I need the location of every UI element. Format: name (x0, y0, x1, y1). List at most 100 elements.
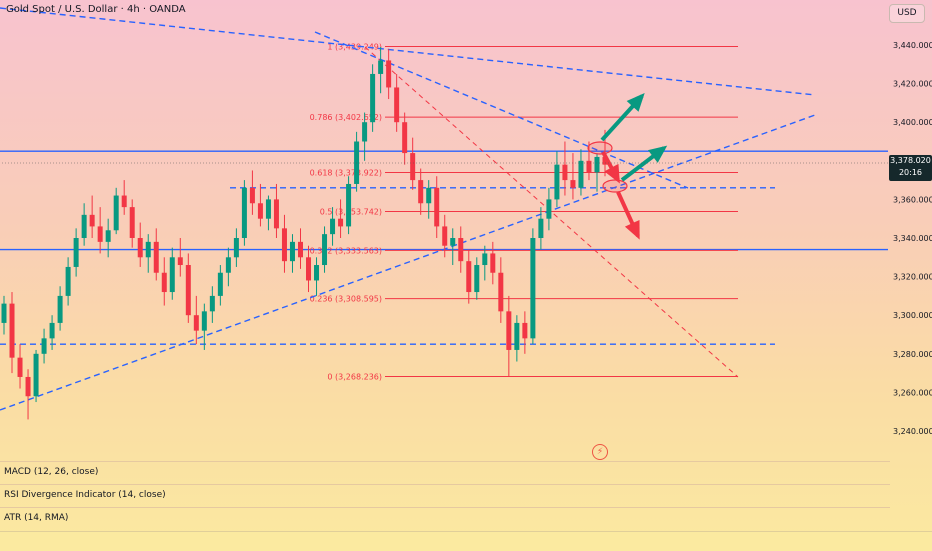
candle-body (105, 230, 111, 242)
currency-button[interactable]: USD (889, 4, 925, 23)
candle-body (129, 207, 135, 238)
candle-body (562, 164, 568, 181)
candle-body (546, 199, 552, 219)
candle-body (522, 322, 528, 339)
price-tick-label: 3,280.000 (893, 350, 932, 359)
price-tick-label: 3,440.000 (893, 41, 932, 50)
candle-body (498, 272, 504, 312)
candle-body (241, 187, 247, 238)
candle-body (297, 241, 303, 258)
candle-body (466, 261, 472, 293)
candle-body (354, 141, 360, 184)
candle-body (49, 322, 55, 339)
fib-level-label: 0.382 (3,333.563) (310, 246, 382, 255)
indicator-pane-atr[interactable]: ATR (14, RMA) (0, 507, 890, 530)
candle-body (490, 253, 496, 273)
trend-line (0, 7, 816, 96)
lightning-icon[interactable]: ⚡ (592, 444, 608, 460)
candle-body (378, 60, 384, 74)
candle-body (410, 153, 416, 181)
candle-body (153, 241, 159, 273)
current-price-label: 3,378.020 20:16 (889, 155, 932, 181)
price-tick-label: 3,320.000 (893, 273, 932, 282)
candle-body (394, 87, 400, 123)
symbol-title: Gold Spot / U.S. Dollar · 4h · OANDA (6, 4, 186, 15)
candle-body (538, 218, 544, 238)
candle-body (137, 238, 143, 258)
candle-body (41, 338, 47, 354)
candle-body (450, 238, 456, 246)
candle-body (418, 180, 424, 204)
candle-body (113, 195, 119, 231)
candle-body (33, 353, 39, 397)
candle-body (362, 122, 368, 142)
candle-body (89, 214, 95, 227)
fib-level-label: 0.618 (3,373.922) (310, 169, 382, 178)
bar-countdown: 20:16 (898, 168, 923, 177)
fib-level-label: 0.236 (3,308.595) (310, 295, 382, 304)
candle-body (121, 195, 127, 208)
candle-body (514, 322, 520, 350)
candle-body (217, 272, 223, 296)
candle-body (225, 257, 231, 273)
candle-body (1, 303, 7, 323)
candle-body (209, 295, 215, 312)
price-tick-label: 3,300.000 (893, 311, 932, 320)
candle-body (482, 253, 488, 266)
down-arrow-head (604, 163, 620, 184)
indicator-pane-macd[interactable]: MACD (12, 26, close) (0, 461, 890, 484)
candle-body (370, 73, 376, 123)
fib-level-label: 1 (3,439.249) (327, 42, 382, 51)
indicator-label: MACD (12, 26, close) (4, 467, 99, 477)
candle-body (193, 315, 199, 331)
candle-body (530, 238, 536, 339)
indicator-pane-rsi[interactable]: RSI Divergence Indicator (14, close) (0, 484, 890, 507)
highlight-ellipse (587, 141, 613, 155)
candle-body (322, 234, 328, 266)
candle-body (265, 199, 271, 219)
horizontal-levels (0, 150, 888, 345)
candle-body (306, 257, 312, 281)
candle-body (442, 226, 448, 246)
candle-body (474, 265, 480, 293)
candle-body (586, 160, 592, 173)
fib-trend-line (364, 46, 739, 378)
price-tick-label: 3,420.000 (893, 80, 932, 89)
candle-body (281, 228, 287, 262)
candle-body (177, 257, 183, 266)
candle-body (161, 272, 167, 293)
time-axis[interactable] (0, 531, 932, 551)
up-arrow-head (626, 93, 645, 112)
down-arrow-head (624, 219, 640, 240)
candle-body (402, 122, 408, 154)
candle-body (554, 164, 560, 200)
candle-body (289, 241, 295, 262)
candle-body (386, 60, 392, 88)
candle-body (578, 160, 584, 188)
candle-body (81, 214, 87, 238)
indicator-label: RSI Divergence Indicator (14, close) (4, 490, 166, 500)
candle-body (65, 266, 71, 296)
candle-body (257, 203, 263, 219)
fib-level-label: 0.786 (3,402.652) (310, 113, 382, 122)
candle-body (314, 265, 320, 281)
price-tick-label: 3,260.000 (893, 388, 932, 397)
fib-level-label: 0 (3,268.236) (327, 373, 382, 382)
candle-body (201, 311, 207, 331)
candles (1, 46, 608, 420)
candle-body (570, 180, 576, 188)
current-price-value: 3,378.020 (890, 156, 931, 165)
candle-body (426, 187, 432, 204)
candle-body (97, 226, 103, 242)
candle-body (25, 376, 31, 397)
candle-body (346, 183, 352, 227)
candle-body (233, 238, 239, 258)
candle-body (185, 265, 191, 316)
price-axis[interactable]: 3,440.000 3,420.000 3,400.000 3,360.000 3,34… (0, 41, 932, 436)
candle-body (458, 238, 464, 262)
annotation-arrows (587, 93, 668, 240)
candle-body (169, 257, 175, 293)
trend-line (0, 114, 816, 411)
candle-body (17, 357, 23, 377)
candle-body (506, 311, 512, 350)
